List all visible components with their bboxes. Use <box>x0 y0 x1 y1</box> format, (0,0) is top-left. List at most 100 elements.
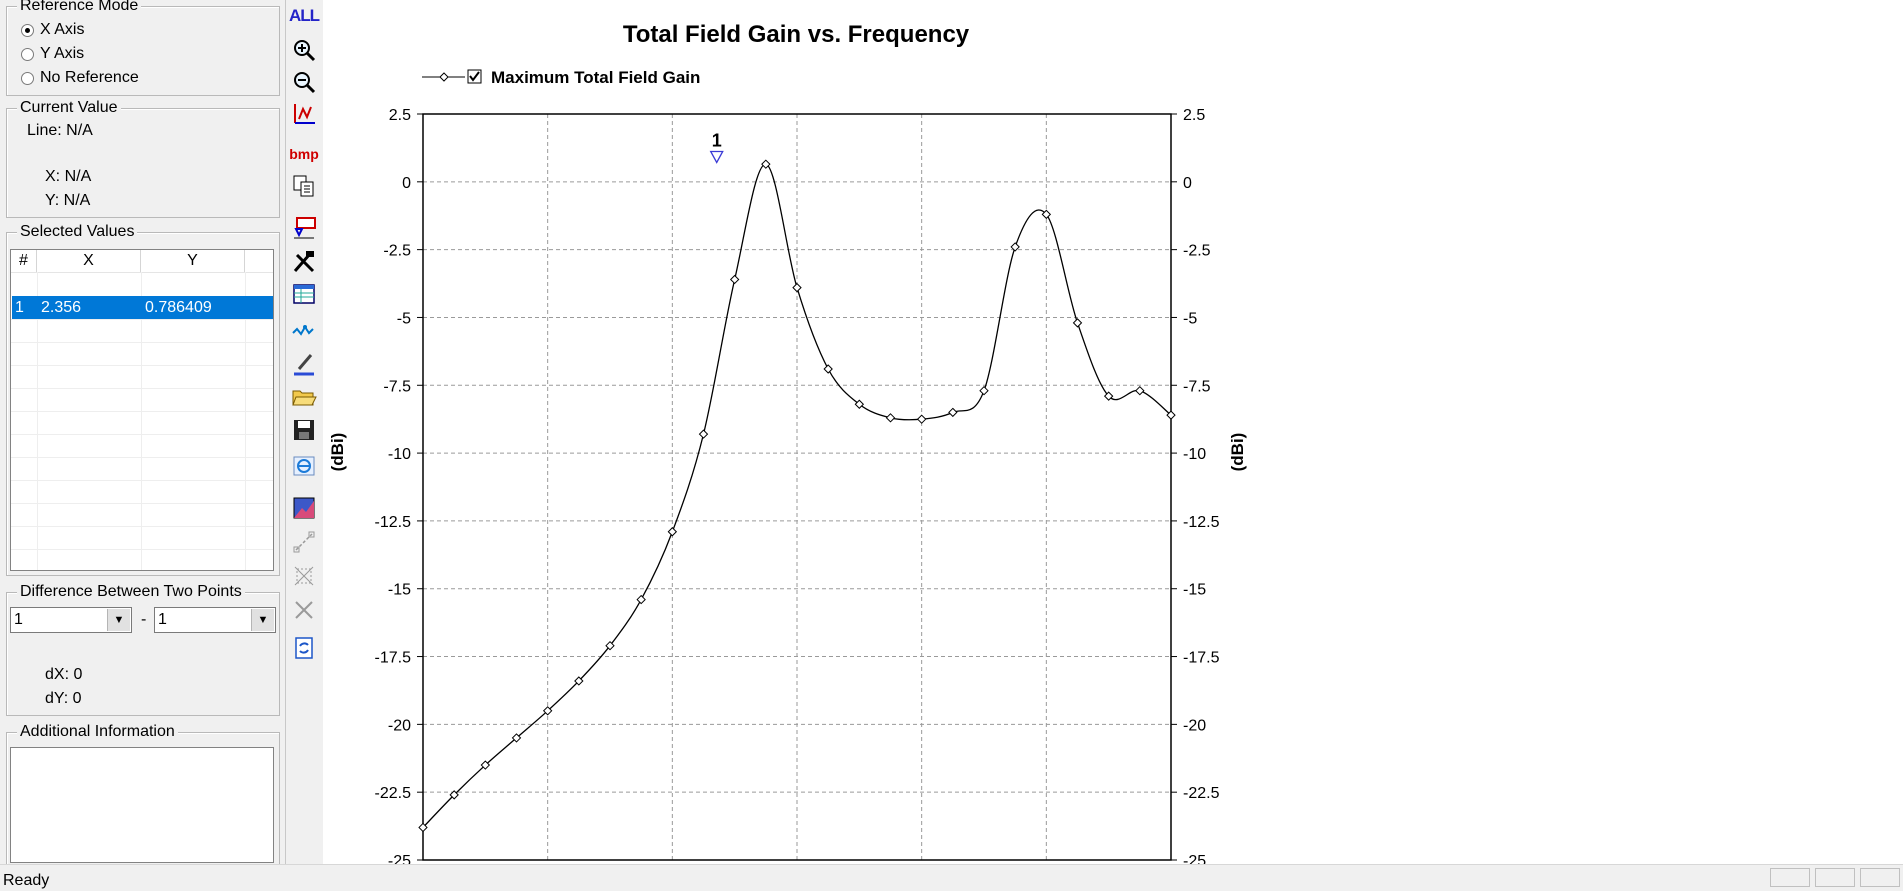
column-header-num[interactable]: # <box>11 250 37 272</box>
checkmark-icon <box>469 71 480 82</box>
y-tick-label-left: -15 <box>388 582 411 599</box>
web-export-button[interactable] <box>290 452 318 480</box>
radio-x-axis[interactable]: X Axis <box>21 19 84 41</box>
table-row[interactable]: 1 2.356 0.786409 <box>12 296 273 319</box>
current-line-value: Line: N/A <box>27 122 93 139</box>
y-tick-label-right: -17.5 <box>1183 650 1220 667</box>
legend-label: Maximum Total Field Gain <box>491 68 700 87</box>
data-point <box>667 527 678 537</box>
delete-button[interactable] <box>290 596 318 624</box>
chevron-down-icon[interactable]: ▼ <box>251 609 274 631</box>
zoom-in-icon <box>294 40 316 62</box>
data-point <box>1135 385 1145 396</box>
curve-style-icon <box>292 325 314 336</box>
save-icon <box>294 420 314 440</box>
y-tick-label-right: -12.5 <box>1183 514 1220 531</box>
open-folder-icon <box>292 390 317 406</box>
current-y-value: Y: N/A <box>45 192 91 209</box>
link-button[interactable] <box>290 528 318 556</box>
gain-chart[interactable]: Total Field Gain vs. Frequency Maximum T… <box>323 0 1903 864</box>
chart-area: Total Field Gain vs. Frequency Maximum T… <box>323 0 1903 864</box>
y-tick-label-left: -20 <box>388 717 411 734</box>
color-map-button[interactable] <box>290 494 318 522</box>
y-tick-label-left: -12.5 <box>375 514 412 531</box>
data-point <box>948 407 958 418</box>
radio-x-axis-button[interactable] <box>21 23 34 37</box>
y-tick-label-left: 0 <box>402 175 411 192</box>
additional-info-box[interactable] <box>10 747 274 863</box>
radio-y-axis[interactable]: Y Axis <box>21 43 84 65</box>
chevron-down-icon[interactable]: ▼ <box>107 609 130 631</box>
y-tick-label-left: -17.5 <box>375 650 412 667</box>
y-tick-label-right: -5 <box>1183 310 1197 327</box>
radio-no-reference[interactable]: No Reference <box>21 67 139 89</box>
data-point <box>574 676 584 686</box>
vertical-toolbar: ALL bmp <box>285 0 324 864</box>
status-text: Ready <box>3 872 50 889</box>
radio-no-reference-label: No Reference <box>40 69 139 86</box>
data-point <box>1072 318 1083 328</box>
data-point <box>698 429 709 439</box>
row-x: 2.356 <box>41 299 82 316</box>
data-point <box>418 822 428 833</box>
data-point <box>636 594 646 605</box>
radio-no-reference-button[interactable] <box>21 71 34 85</box>
first-point-value: 1 <box>14 611 23 628</box>
browser-icon <box>293 456 315 476</box>
status-pane <box>1815 868 1855 887</box>
marker-triangle <box>709 150 724 164</box>
first-point-select[interactable]: 1 ▼ <box>10 607 132 633</box>
selected-values-table[interactable]: # X Y 1 2.356 0.786409 <box>10 249 274 571</box>
y-tick-label-left: -22.5 <box>375 785 412 802</box>
legend-marker <box>439 72 449 82</box>
add-marker-button[interactable] <box>290 214 318 242</box>
axis-scale-button[interactable] <box>290 100 318 128</box>
y-tick-label-right: 0 <box>1183 175 1192 192</box>
bmp-icon-label: bmp <box>289 146 319 162</box>
open-button[interactable] <box>290 382 318 410</box>
additional-info-title: Additional Information <box>17 723 178 741</box>
unlink-icon <box>294 566 314 586</box>
refresh-icon <box>295 637 313 659</box>
zoom-out-button[interactable] <box>290 68 318 96</box>
column-header-x[interactable]: X <box>37 250 141 272</box>
second-point-select[interactable]: 1 ▼ <box>154 607 276 633</box>
markers: 1 <box>709 130 724 164</box>
curve-style-button[interactable] <box>290 318 318 346</box>
copy-icon <box>293 175 314 197</box>
data-table-button[interactable] <box>290 280 318 308</box>
radio-x-axis-label: X Axis <box>40 21 85 38</box>
radio-y-axis-button[interactable] <box>21 47 34 61</box>
legend: Maximum Total Field Gain <box>422 68 700 87</box>
y-axis-label-right: (dBi) <box>1228 433 1247 472</box>
data-point <box>979 385 989 396</box>
tools-icon <box>293 251 315 273</box>
unlink-button[interactable] <box>290 562 318 590</box>
properties-button[interactable] <box>290 248 318 276</box>
difference-separator: - <box>141 611 147 628</box>
dy-value: dY: 0 <box>45 690 82 707</box>
reference-mode-title: Reference Mode <box>17 0 142 15</box>
y-tick-label-left: 2.5 <box>389 107 411 124</box>
zoom-in-button[interactable] <box>290 36 318 64</box>
draw-button[interactable] <box>290 350 318 378</box>
table-icon <box>293 284 315 304</box>
row-y: 0.786409 <box>145 299 212 316</box>
refresh-button[interactable] <box>290 634 318 662</box>
data-point <box>761 159 771 169</box>
copy-button[interactable] <box>290 172 318 200</box>
data-point <box>729 274 740 285</box>
data-point <box>1041 209 1052 220</box>
save-button[interactable] <box>290 416 318 444</box>
data-point <box>1103 391 1114 401</box>
column-header-y[interactable]: Y <box>141 250 245 272</box>
current-value-title: Current Value <box>17 99 121 117</box>
y-tick-label-left: -25 <box>388 853 411 864</box>
additional-info-group: Additional Information <box>6 723 280 866</box>
grid <box>417 113 1177 861</box>
row-num: 1 <box>15 299 24 316</box>
export-bmp-button[interactable]: bmp <box>289 140 319 168</box>
dx-value: dX: 0 <box>45 666 83 683</box>
show-all-button[interactable]: ALL <box>289 2 320 30</box>
data-point <box>542 706 553 716</box>
